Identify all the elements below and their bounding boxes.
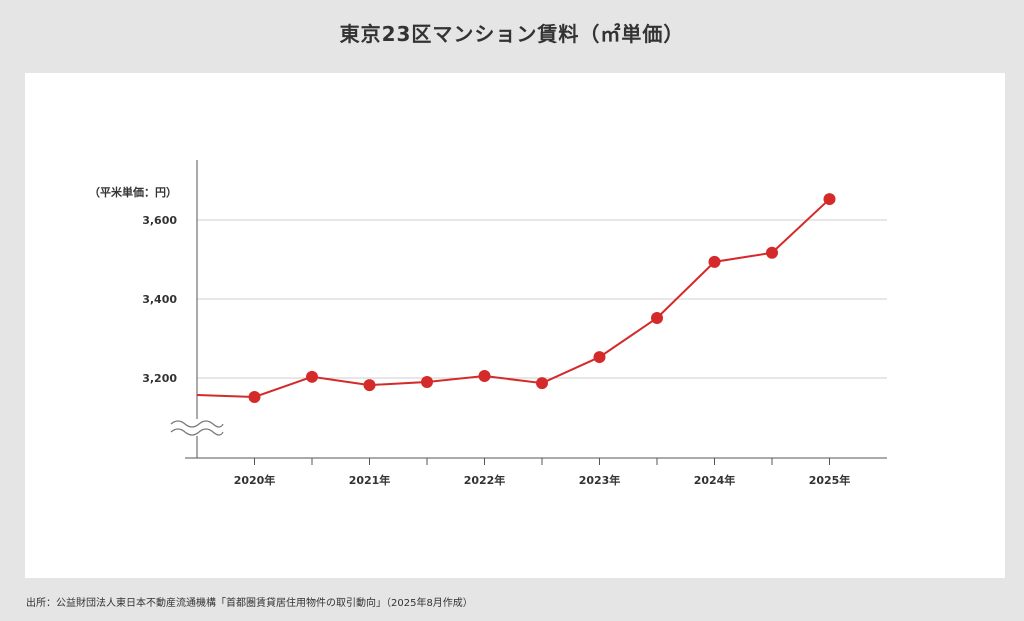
data-point [593,351,606,364]
x-tick-label: 2020年 [234,473,276,487]
data-point [766,246,778,259]
y-tick-label: 3,400 [142,293,177,306]
data-point [823,193,836,206]
data-point [248,390,261,403]
data-point [306,370,318,383]
y-tick-label: 3,200 [142,372,177,385]
data-point [478,370,491,383]
x-tick-label: 2025年 [809,473,851,487]
x-tick-label: 2021年 [349,473,391,487]
y-tick-label: 3,600 [142,214,177,227]
chart-panel [25,73,1005,578]
page-title: 東京23区マンション賃料（㎡単価） [339,22,685,46]
data-point [651,311,663,324]
axis-break-icon [170,420,224,428]
x-tick-label: 2022年 [464,473,506,487]
data-point [536,377,548,390]
x-tick-label: 2023年 [579,473,621,487]
x-tick-label: 2024年 [694,473,736,487]
axis-break-mask [180,419,220,436]
data-point [421,375,433,388]
source-note: 出所：公益財団法人東日本不動産流通機構「首都圏賃貸居住用物件の取引動向」（202… [26,598,473,609]
series-line [196,198,831,398]
axis-break-icon [170,428,224,436]
data-point [363,379,376,392]
y-axis-label: （平米単価：円） [89,185,177,199]
data-point [708,255,721,268]
